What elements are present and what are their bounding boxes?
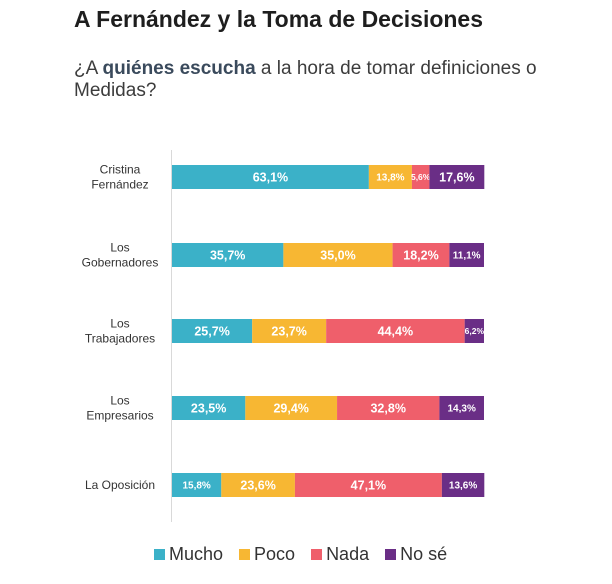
bar-value-label: 13,6% bbox=[449, 481, 477, 492]
bar-value-label: 13,8% bbox=[376, 173, 404, 184]
bar-segment-poco bbox=[283, 243, 393, 267]
chart-subtitle: ¿A quiénes escucha a la hora de tomar de… bbox=[74, 58, 594, 102]
category-label: Los Trabajadores bbox=[85, 317, 155, 346]
legend: Mucho Poco Nada No sé bbox=[154, 544, 447, 565]
category-label-line: Fernández bbox=[91, 178, 148, 192]
bar-segment-poco bbox=[221, 473, 295, 497]
bar-segment-mucho bbox=[172, 165, 369, 189]
bar-segment-mucho bbox=[172, 319, 253, 343]
legend-label-mucho: Mucho bbox=[169, 544, 224, 564]
stacked-bar-chart: Cristina Fernández 63,1% 13,8% 5,6% 17,6%Los G… bbox=[82, 150, 485, 522]
bar-value-label: 25,7% bbox=[194, 325, 229, 339]
bar-value-label: 44,4% bbox=[378, 325, 413, 339]
bar-segment-nada bbox=[337, 396, 440, 420]
bar-segment-nada bbox=[392, 243, 450, 267]
category-label: Cristina Fernández bbox=[91, 163, 148, 192]
bar-segment-no-s bbox=[449, 243, 484, 267]
bar-segment-no-s bbox=[429, 165, 485, 189]
subtitle-emphasis: quiénes escucha bbox=[102, 58, 256, 79]
bar-segment-poco bbox=[252, 319, 327, 343]
category-label-line: Los bbox=[110, 394, 129, 408]
bar-value-label: 17,6% bbox=[439, 171, 474, 185]
subtitle-prefix: ¿A bbox=[74, 58, 103, 79]
bar-segment-poco bbox=[368, 165, 412, 189]
bar-segment-no-s bbox=[464, 319, 484, 343]
category-label-line: Empresarios bbox=[86, 409, 153, 423]
category-label-line: La Oposición bbox=[85, 478, 155, 492]
category-label: La Oposición bbox=[85, 478, 155, 492]
bar-value-label: 47,1% bbox=[351, 479, 386, 493]
bar-segment-poco bbox=[245, 396, 338, 420]
category-label: Los Empresarios bbox=[86, 394, 153, 423]
bar-value-label: 15,8% bbox=[182, 481, 210, 492]
bar-value-label: 32,8% bbox=[370, 402, 405, 416]
bar-value-label: 5,6% bbox=[411, 172, 431, 182]
category-label-line: Gobernadores bbox=[82, 256, 159, 270]
legend-item-no-se: No sé bbox=[385, 544, 447, 565]
bar-value-label: 35,7% bbox=[210, 249, 245, 263]
category-label-line: Trabajadores bbox=[85, 332, 155, 346]
bar-value-label: 23,5% bbox=[191, 402, 226, 416]
legend-label-nada: Nada bbox=[326, 544, 370, 564]
category-label-line: Los bbox=[110, 317, 129, 331]
bar-segment-mucho bbox=[172, 396, 246, 420]
legend-label-poco: Poco bbox=[254, 544, 296, 564]
bar-segment-mucho bbox=[172, 473, 222, 497]
category-label-line: Los bbox=[110, 241, 129, 255]
subtitle-suffix: a la hora de tomar definiciones o Medida… bbox=[74, 58, 537, 101]
bar-value-label: 35,0% bbox=[320, 249, 355, 263]
bar-segment-mucho bbox=[172, 243, 284, 267]
legend-swatch-poco bbox=[239, 549, 251, 560]
bar-value-label: 23,7% bbox=[271, 325, 306, 339]
bar-segment-no-s bbox=[441, 473, 485, 497]
legend-item-nada: Nada bbox=[311, 544, 369, 565]
bar-value-label: 11,1% bbox=[453, 251, 481, 262]
legend-item-poco: Poco bbox=[239, 544, 295, 565]
chart-title: A Fernández y la Toma de Decisiones bbox=[74, 6, 484, 32]
legend-swatch-no-se bbox=[385, 549, 397, 560]
bar-value-label: 29,4% bbox=[273, 402, 308, 416]
category-label: Los Gobernadores bbox=[82, 241, 159, 270]
bar-segment-nada bbox=[294, 473, 442, 497]
bar-value-label: 6,2% bbox=[465, 326, 485, 336]
bar-segment-nada bbox=[411, 165, 430, 189]
legend-swatch-nada bbox=[311, 549, 323, 560]
bar-segment-no-s bbox=[439, 396, 484, 420]
legend-label-no-se: No sé bbox=[400, 544, 448, 564]
bar-value-label: 23,6% bbox=[240, 479, 275, 493]
category-label-line: Cristina bbox=[100, 163, 141, 177]
bar-value-label: 63,1% bbox=[253, 171, 288, 185]
bar-segment-nada bbox=[326, 319, 465, 343]
bar-value-label: 18,2% bbox=[403, 249, 438, 263]
legend-swatch-mucho bbox=[154, 549, 165, 560]
bar-value-label: 14,3% bbox=[448, 404, 476, 415]
legend-item-mucho: Mucho bbox=[154, 544, 223, 565]
